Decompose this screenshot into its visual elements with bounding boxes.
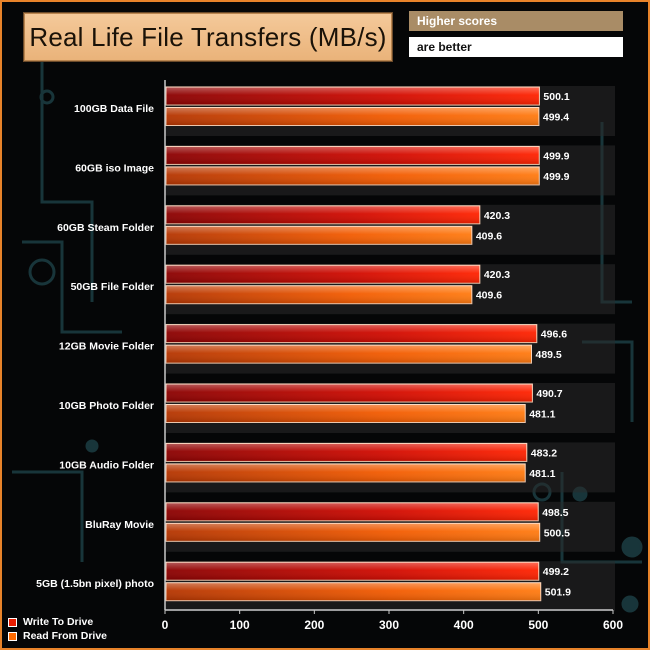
category-label: 60GB Steam Folder xyxy=(57,222,154,234)
legend-item-write: Write To Drive xyxy=(8,616,93,628)
legend-item-read: Read From Drive xyxy=(8,630,107,642)
value-label-write: 499.9 xyxy=(543,150,569,162)
category-label: 5GB (1.5bn pixel) photo xyxy=(36,578,154,590)
x-tick-label: 300 xyxy=(379,618,399,632)
value-label-write: 498.5 xyxy=(542,507,568,519)
bar-gloss xyxy=(166,166,540,185)
category-label: 10GB Audio Folder xyxy=(59,459,154,471)
bar-gloss xyxy=(166,285,472,304)
legend-swatch-write xyxy=(8,617,17,627)
are-better-note: are better xyxy=(409,37,623,57)
value-label-write: 496.6 xyxy=(541,329,567,341)
chart-title-box: Real Life File Transfers (MB/s) xyxy=(24,13,392,61)
x-tick-label: 600 xyxy=(603,618,623,632)
value-label-read: 481.1 xyxy=(529,409,555,421)
value-label-write: 500.1 xyxy=(543,91,569,103)
bar-gloss xyxy=(166,205,480,224)
bar-gloss xyxy=(166,523,540,542)
value-label-write: 420.3 xyxy=(484,210,510,222)
x-tick-label: 100 xyxy=(230,618,250,632)
value-label-write: 499.2 xyxy=(543,566,569,578)
bar-gloss xyxy=(166,502,539,521)
category-label: BluRay Movie xyxy=(85,519,154,531)
value-label-write: 420.3 xyxy=(484,269,510,281)
x-tick-label: 0 xyxy=(162,618,169,632)
category-label: 50GB File Folder xyxy=(71,281,154,293)
bar-gloss xyxy=(166,87,540,105)
bar-gloss xyxy=(166,443,527,462)
bar-gloss xyxy=(166,345,532,364)
bar-gloss xyxy=(166,404,526,423)
x-tick-label: 200 xyxy=(304,618,324,632)
legend-swatch-read xyxy=(8,631,17,641)
category-label: 60GB iso Image xyxy=(75,162,154,174)
value-label-write: 483.2 xyxy=(531,447,557,459)
value-label-read: 501.9 xyxy=(545,587,571,599)
value-label-read: 500.5 xyxy=(544,527,570,539)
chart-title: Real Life File Transfers (MB/s) xyxy=(29,21,387,52)
bar-gloss xyxy=(166,463,526,482)
category-label: 10GB Photo Folder xyxy=(59,400,154,412)
value-label-read: 409.6 xyxy=(476,290,502,302)
x-tick-label: 500 xyxy=(528,618,548,632)
value-label-read: 409.6 xyxy=(476,230,502,242)
value-label-read: 481.1 xyxy=(529,468,555,480)
value-label-read: 499.4 xyxy=(543,112,569,124)
bar-gloss xyxy=(166,226,472,245)
bar-gloss xyxy=(166,107,539,126)
x-tick-label: 400 xyxy=(454,618,474,632)
bar-gloss xyxy=(166,146,540,165)
bar-gloss xyxy=(166,562,539,581)
bar-gloss xyxy=(166,384,533,402)
category-label: 100GB Data File xyxy=(74,103,154,115)
bar-gloss xyxy=(166,324,537,343)
bar-gloss xyxy=(166,265,480,284)
category-label: 12GB Movie Folder xyxy=(59,341,154,353)
legend-label-write: Write To Drive xyxy=(23,616,94,628)
value-label-read: 489.5 xyxy=(535,349,561,361)
bar-gloss xyxy=(166,582,541,601)
value-label-write: 490.7 xyxy=(536,388,562,400)
legend-label-read: Read From Drive xyxy=(23,630,108,642)
value-label-read: 499.9 xyxy=(543,171,569,183)
higher-scores-note: Higher scores xyxy=(409,11,623,31)
